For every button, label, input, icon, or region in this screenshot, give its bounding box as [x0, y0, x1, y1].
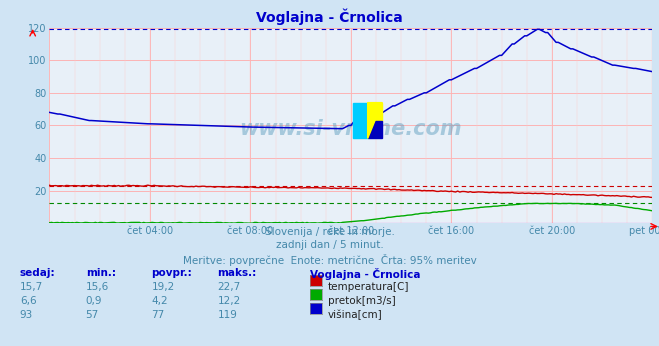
Text: 57: 57: [86, 310, 99, 320]
Text: maks.:: maks.:: [217, 268, 257, 278]
Text: min.:: min.:: [86, 268, 116, 278]
Text: 19,2: 19,2: [152, 282, 175, 292]
Text: 22,7: 22,7: [217, 282, 241, 292]
Text: 93: 93: [20, 310, 33, 320]
Text: 15,6: 15,6: [86, 282, 109, 292]
Text: Meritve: povprečne  Enote: metrične  Črta: 95% meritev: Meritve: povprečne Enote: metrične Črta:…: [183, 254, 476, 266]
Text: www.si-vreme.com: www.si-vreme.com: [240, 119, 462, 139]
Text: Voglajna - Črnolica: Voglajna - Črnolica: [310, 268, 420, 280]
Bar: [368, 103, 382, 120]
Bar: [353, 103, 368, 138]
Text: pretok[m3/s]: pretok[m3/s]: [328, 296, 396, 306]
Polygon shape: [368, 103, 382, 138]
Text: Voglajna - Črnolica: Voglajna - Črnolica: [256, 9, 403, 25]
Text: sedaj:: sedaj:: [20, 268, 55, 278]
Text: 4,2: 4,2: [152, 296, 168, 306]
Bar: [368, 120, 382, 138]
Text: 0,9: 0,9: [86, 296, 102, 306]
Text: Slovenija / reke in morje.: Slovenija / reke in morje.: [264, 227, 395, 237]
Text: zadnji dan / 5 minut.: zadnji dan / 5 minut.: [275, 240, 384, 251]
Text: 15,7: 15,7: [20, 282, 43, 292]
Text: temperatura[C]: temperatura[C]: [328, 282, 410, 292]
Text: povpr.:: povpr.:: [152, 268, 192, 278]
Text: višina[cm]: višina[cm]: [328, 310, 383, 320]
Text: 119: 119: [217, 310, 237, 320]
Text: 77: 77: [152, 310, 165, 320]
Text: 6,6: 6,6: [20, 296, 36, 306]
Text: 12,2: 12,2: [217, 296, 241, 306]
